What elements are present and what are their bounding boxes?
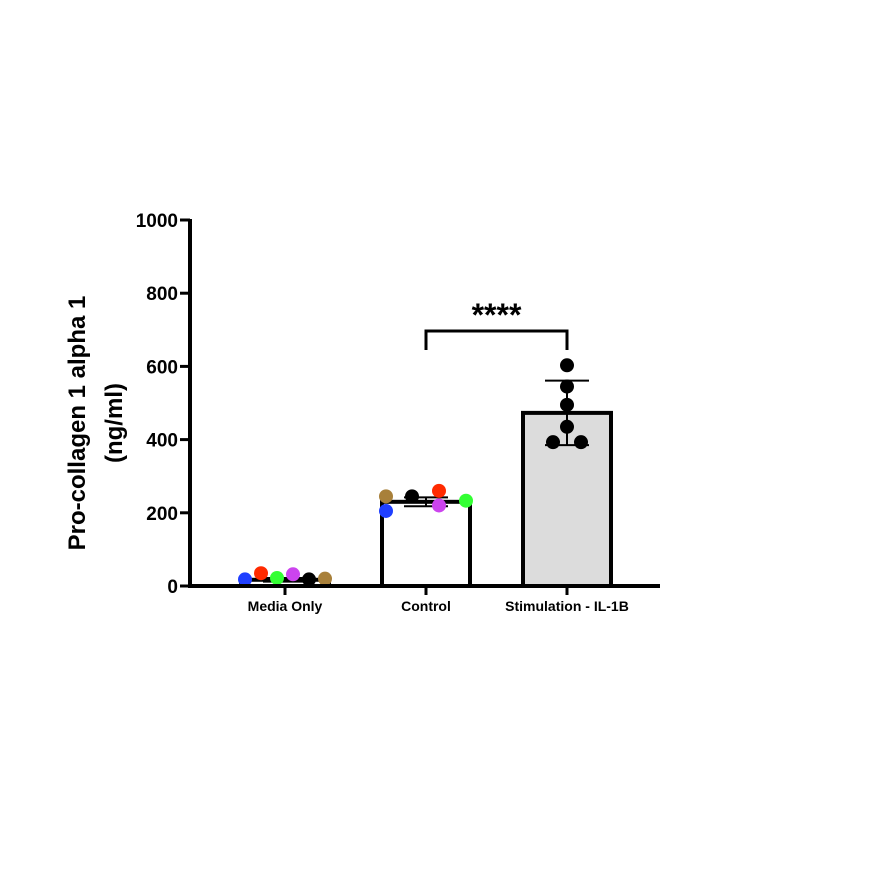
data-point xyxy=(238,572,252,587)
data-point xyxy=(459,493,473,508)
data-point xyxy=(318,571,332,586)
data-point xyxy=(560,379,574,394)
y-tick-label: 0 xyxy=(167,577,178,598)
data-point xyxy=(405,489,419,504)
significance-label: **** xyxy=(472,297,522,333)
data-point xyxy=(574,435,588,450)
y-axis-label-line-1: Pro-collagen 1 alpha 1 xyxy=(64,296,91,551)
y-tick-label: 800 xyxy=(146,284,178,305)
data-point xyxy=(286,567,300,582)
axes: 0 200 400 600 800 1000 Media Only Control Stimul… xyxy=(136,211,660,614)
x-tick-label: Media Only xyxy=(248,598,323,614)
data-point xyxy=(546,435,560,450)
data-point xyxy=(379,503,393,518)
data-point xyxy=(379,489,393,504)
data-point xyxy=(432,483,446,498)
data-point xyxy=(270,570,284,585)
data-point xyxy=(302,572,316,587)
y-axis-label: Pro-collagen 1 alpha 1 (ng/ml) xyxy=(64,296,128,551)
y-tick-label: 600 xyxy=(146,357,178,378)
significance-annotation: **** xyxy=(424,297,569,350)
error-bars xyxy=(263,379,589,583)
significance-bracket xyxy=(424,329,569,350)
data-point xyxy=(560,419,574,434)
x-tick-label: Control xyxy=(401,598,451,614)
y-tick-label: 200 xyxy=(146,504,178,525)
y-tick-label: 1000 xyxy=(136,211,178,232)
bar-1 xyxy=(380,499,472,589)
data-point xyxy=(254,566,268,581)
data-point xyxy=(560,397,574,412)
data-point xyxy=(560,358,574,373)
data-points xyxy=(238,358,588,587)
data-point xyxy=(432,498,446,513)
y-tick-label: 400 xyxy=(146,431,178,452)
x-tick-label: Stimulation - IL-1B xyxy=(505,598,629,614)
y-axis-label-line-2: (ng/ml) xyxy=(101,383,128,463)
